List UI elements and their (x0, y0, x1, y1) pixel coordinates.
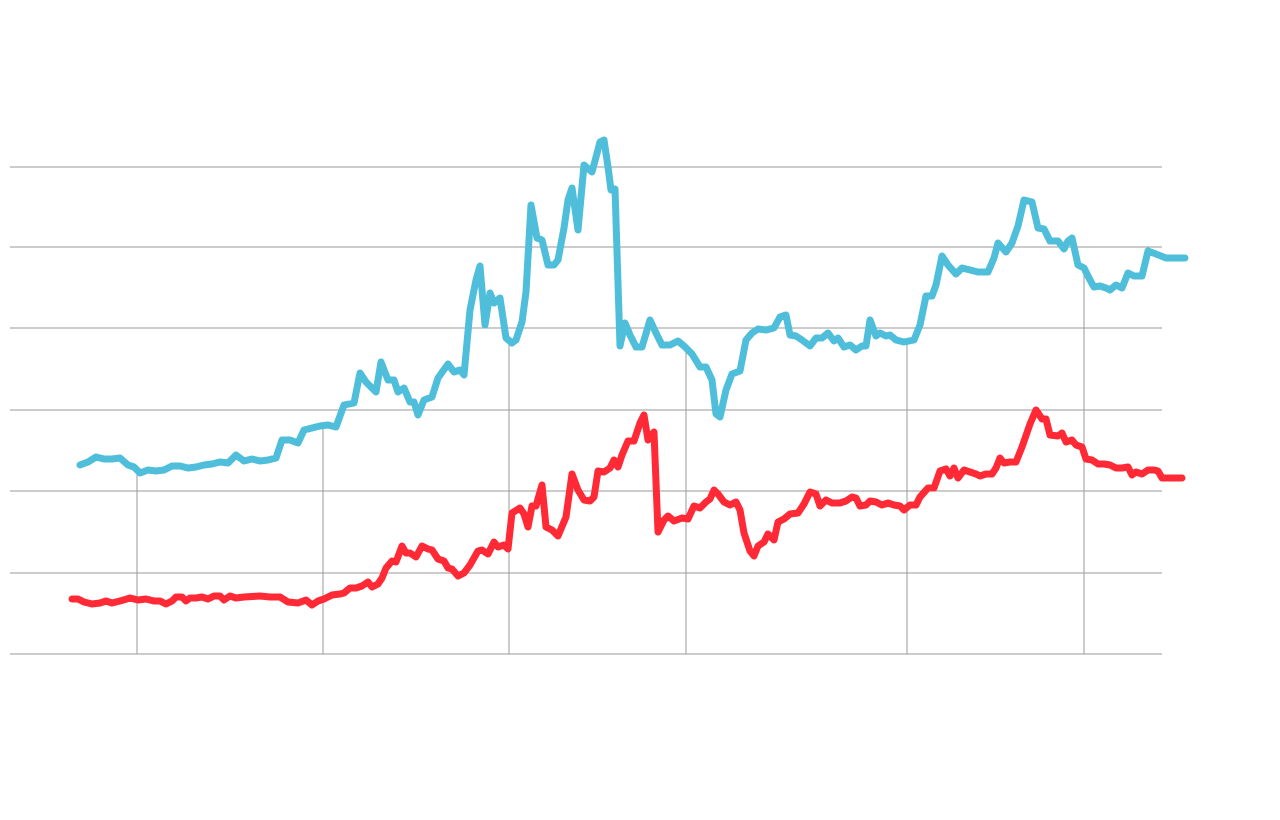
series-line (68, 406, 1186, 609)
series-line (76, 136, 1189, 477)
